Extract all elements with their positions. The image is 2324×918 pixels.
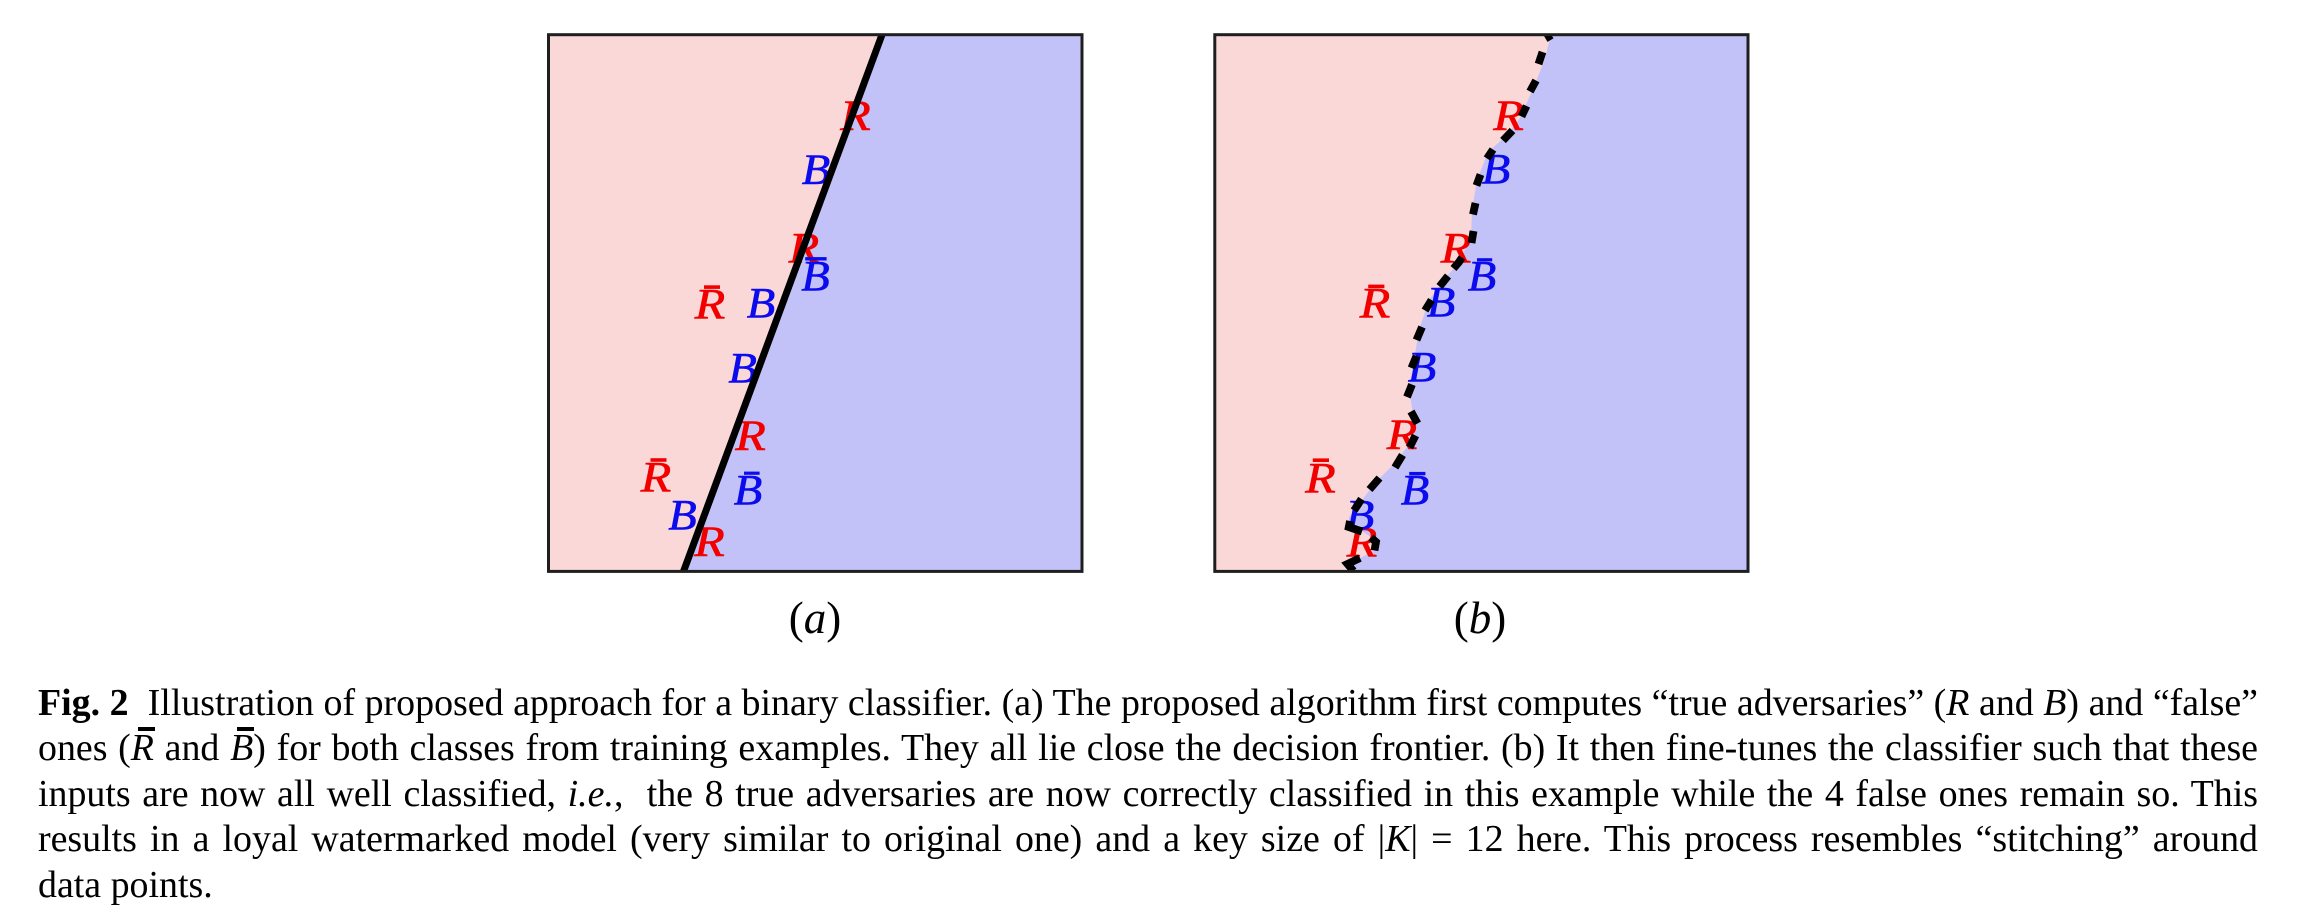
svg-text:R: R: [640, 455, 672, 502]
svg-text:B: B: [802, 147, 831, 194]
svg-text:(a): (a): [789, 593, 842, 643]
svg-text:R: R: [734, 413, 766, 460]
svg-text:B: B: [747, 281, 776, 328]
svg-text:B: B: [1468, 254, 1497, 301]
svg-text:B: B: [668, 493, 697, 540]
svg-text:B: B: [801, 254, 830, 301]
svg-text:R: R: [1359, 281, 1391, 328]
svg-text:B: B: [734, 467, 763, 514]
svg-text:R: R: [694, 282, 726, 329]
svg-text:B: B: [1482, 147, 1511, 194]
svg-text:R: R: [1304, 456, 1336, 503]
svg-text:(b): (b): [1454, 593, 1507, 643]
